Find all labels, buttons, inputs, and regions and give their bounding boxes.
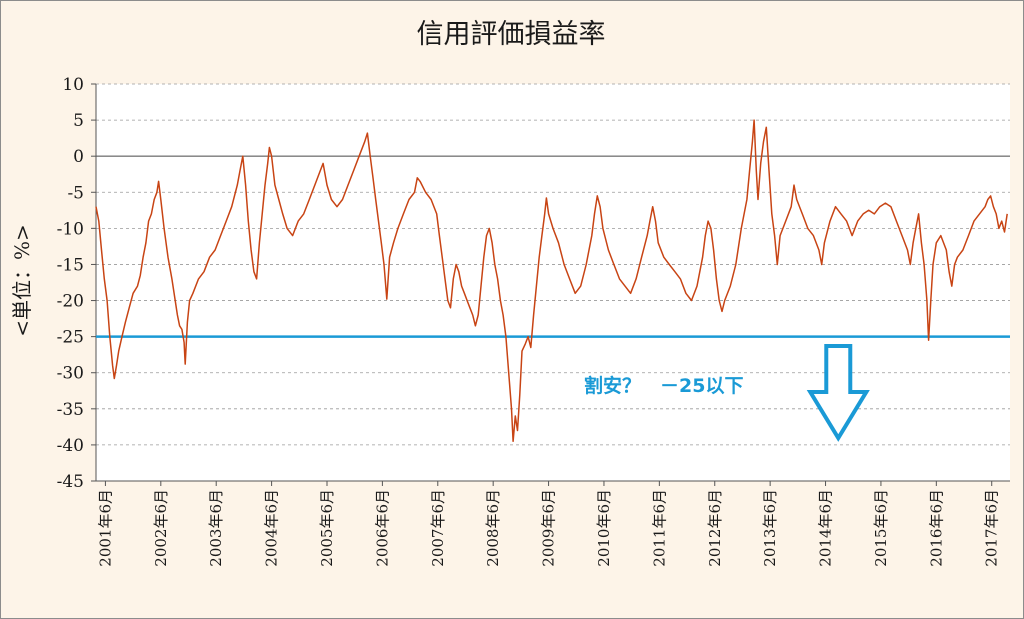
x-tick-label: 2002年6月	[152, 489, 170, 567]
plot-area	[96, 84, 1010, 481]
y-tick-label: -5	[67, 183, 84, 203]
y-tick-label: -25	[57, 328, 84, 348]
series-line	[95, 119, 1008, 443]
x-tick-label: 2010年6月	[595, 489, 613, 567]
chart-title: 信用評価損益率	[416, 19, 606, 50]
grid-layer	[91, 83, 1010, 486]
y-tick-label: -45	[57, 472, 84, 492]
y-tick-label: 5	[73, 111, 84, 131]
y-tick-label: 10	[62, 75, 84, 95]
arrow-layer	[806, 344, 870, 442]
x-tick-label: 2007年6月	[429, 489, 447, 567]
x-tick-label: 2009年6月	[540, 489, 558, 567]
y-tick-label: 0	[73, 147, 84, 167]
x-tick-label: 2011年6月	[650, 489, 668, 567]
x-tick-label: 2005年6月	[318, 489, 336, 567]
x-tick-label: 2015年6月	[872, 489, 890, 567]
y-tick-label: -30	[57, 364, 84, 384]
x-tick-label: 2014年6月	[817, 489, 835, 567]
x-tick-label: 2017年6月	[983, 489, 1001, 567]
down-arrow-icon	[806, 344, 870, 442]
x-tick-layer: 2001年6月 2002年6月 2003年6月 2004年6月 2005年6月 2006年…	[96, 489, 1000, 567]
x-tick-label: 2004年6月	[263, 489, 281, 567]
annotation-cheap-label: 割安？ －25以下	[584, 375, 744, 397]
y-tick-label: -20	[57, 292, 84, 312]
x-tick-label: 2003年6月	[207, 489, 225, 567]
x-tick-label: 2012年6月	[706, 489, 724, 567]
x-tick-label: 2006年6月	[373, 489, 391, 567]
x-tick-label: 2008年6月	[484, 489, 502, 567]
series-layer	[95, 119, 1008, 443]
y-tick-label: -35	[57, 400, 84, 420]
y-tick-label: -10	[57, 219, 84, 239]
y-tick-label: -40	[57, 436, 84, 456]
x-tick-label: 2001年6月	[96, 489, 114, 567]
y-tick-label: -15	[57, 255, 84, 275]
y-tick-layer: 10 5 0 -5 -10 -15 -20 -25 -30 -35 -40 -45	[57, 75, 84, 492]
x-tick-label: 2016年6月	[927, 489, 945, 567]
x-tick-label: 2013年6月	[761, 489, 779, 567]
